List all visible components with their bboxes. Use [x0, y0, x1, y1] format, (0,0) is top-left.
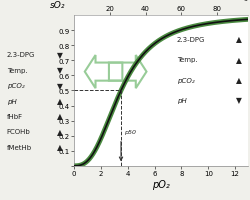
Text: ▼: ▼ — [56, 51, 62, 60]
Text: pCO₂: pCO₂ — [7, 83, 24, 89]
Text: FCOHb: FCOHb — [7, 129, 30, 135]
Text: ▼: ▼ — [235, 96, 241, 105]
Text: pCO₂: pCO₂ — [176, 77, 194, 83]
Text: ▼: ▼ — [56, 66, 62, 75]
Text: ▲: ▲ — [235, 35, 241, 44]
Text: ▲: ▲ — [56, 143, 62, 152]
Text: pH: pH — [7, 98, 16, 104]
Text: Temp.: Temp. — [7, 68, 27, 73]
Text: fMetHb: fMetHb — [7, 144, 32, 150]
Text: mmHg: mmHg — [224, 0, 248, 1]
Text: ▲: ▲ — [56, 97, 62, 106]
Text: ▲: ▲ — [235, 76, 241, 85]
Text: Temp.: Temp. — [176, 57, 197, 63]
Text: pH: pH — [176, 97, 186, 103]
Text: ▲: ▲ — [56, 127, 62, 136]
Text: ▼: ▼ — [56, 81, 62, 90]
Text: sO₂: sO₂ — [50, 1, 65, 10]
Text: 2.3-DPG: 2.3-DPG — [176, 37, 204, 43]
Text: ▲: ▲ — [235, 55, 241, 64]
X-axis label: pO₂: pO₂ — [152, 179, 170, 189]
Text: p50: p50 — [123, 130, 135, 134]
Text: 2.3-DPG: 2.3-DPG — [7, 52, 35, 58]
Text: ▲: ▲ — [56, 112, 62, 121]
Text: fHbF: fHbF — [7, 113, 23, 119]
